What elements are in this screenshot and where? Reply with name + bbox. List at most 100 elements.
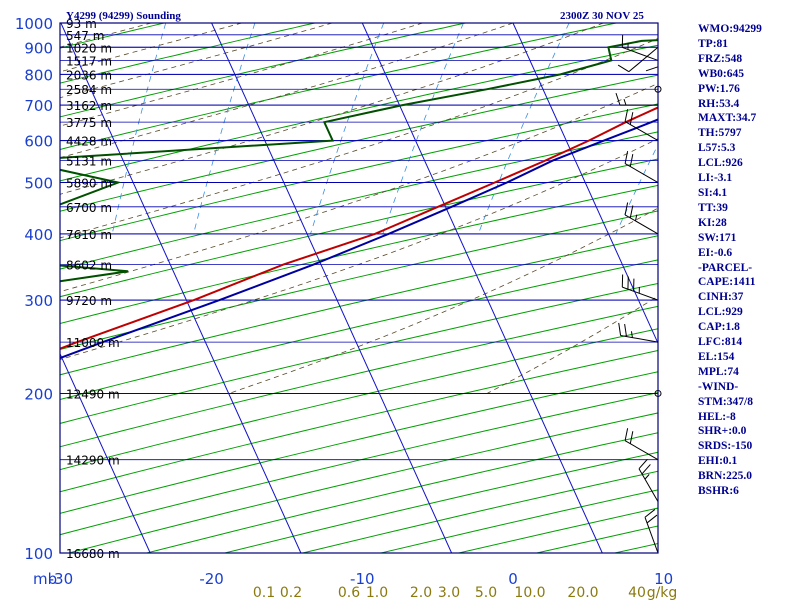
temperature-tick-label: 10 xyxy=(654,570,673,588)
wind-barb-half-feather xyxy=(644,474,650,480)
index-item: BRN:225.0 xyxy=(698,470,752,483)
height-label: 8602 m xyxy=(66,259,112,273)
index-item: TT:39 xyxy=(698,201,728,214)
index-item: SW:171 xyxy=(698,231,737,244)
wind-barb-feather xyxy=(629,205,634,219)
height-label: 3775 m xyxy=(66,116,112,130)
index-item: KI:28 xyxy=(698,216,727,229)
wind-barb-feather xyxy=(629,431,634,444)
wind-barb-half-feather xyxy=(634,214,638,222)
wind-barb-feather xyxy=(624,109,629,122)
temperature-profile xyxy=(60,106,658,350)
index-item: HEL:-8 xyxy=(698,410,736,423)
index-item: WMO:94299 xyxy=(698,23,762,35)
wind-barb-feather xyxy=(629,112,634,125)
plot-frame xyxy=(59,22,659,554)
dry-adiabat xyxy=(68,412,658,553)
temperature-tick-label: -30 xyxy=(49,570,74,588)
wind-barb-feather xyxy=(629,154,634,167)
temperature-tick-label: 0 xyxy=(508,570,518,588)
wind-barb-feather xyxy=(641,464,651,475)
index-item: MAXT:34.7 xyxy=(698,112,757,125)
mixing-ratio-label: 0.2 xyxy=(280,585,302,600)
wind-barb-staff xyxy=(624,121,659,142)
moist-adiabat xyxy=(60,23,242,73)
dry-adiabat xyxy=(60,44,658,182)
index-item: EL:154 xyxy=(698,350,735,363)
height-label: 547 m xyxy=(66,29,104,43)
mixing-ratio-label: 2.0 xyxy=(410,585,432,600)
wind-barb-staff xyxy=(622,46,659,61)
isobars xyxy=(60,22,658,554)
wind-barb-feather xyxy=(638,458,648,470)
mixing-ratio-line xyxy=(193,23,256,235)
mixing-ratio-label: g/kg xyxy=(647,585,678,600)
height-label: 16680 m xyxy=(66,547,120,561)
mixing-ratio-label: 10.0 xyxy=(514,585,545,600)
index-item: MPL:74 xyxy=(698,365,739,378)
index-item: STM:347/8 xyxy=(698,395,753,408)
mb-unit-label: mb xyxy=(33,570,57,588)
wind-barb-feather xyxy=(624,151,629,164)
index-item: WB0:645 xyxy=(698,67,744,80)
wind-barb-feather xyxy=(624,323,627,337)
index-item: EI:-0.6 xyxy=(698,246,733,259)
wind-barb-staff xyxy=(622,286,659,301)
wind-barb-staff xyxy=(628,46,659,73)
height-label: 6700 m xyxy=(66,201,112,215)
pressure-tick-label: 500 xyxy=(24,175,53,193)
index-item: -WIND- xyxy=(698,380,739,393)
height-label: 4428 m xyxy=(66,135,112,149)
pressure-tick-label: 200 xyxy=(24,385,53,403)
mixing-ratio-label: 20.0 xyxy=(567,585,598,600)
index-item: PW:1.76 xyxy=(698,82,740,95)
pressure-tick-label: 100 xyxy=(24,545,53,563)
wind-barb-staff xyxy=(624,163,659,183)
index-item: BSHR:6 xyxy=(698,485,739,498)
height-label: 14290 m xyxy=(66,454,120,468)
wind-barb-feather xyxy=(646,514,658,524)
index-item: LFC:814 xyxy=(698,336,743,349)
dewpoint-profile xyxy=(60,39,658,283)
wind-barb-feather xyxy=(618,322,622,336)
height-label: 5890 m xyxy=(66,177,112,191)
wind-barb-staff xyxy=(638,468,659,502)
index-item: SHR+:0.0 xyxy=(698,425,747,438)
index-item: FRZ:548 xyxy=(698,52,743,65)
height-label: 93 m xyxy=(66,17,97,31)
station-title: Y4299 (94299) Sounding xyxy=(66,10,181,22)
index-item: CAP:1.8 xyxy=(698,321,740,334)
wind-barb-feather xyxy=(644,509,656,518)
index-item: EHI:0.1 xyxy=(698,455,738,468)
index-item: -PARCEL- xyxy=(698,261,753,274)
wind-barb-staff xyxy=(624,440,659,461)
parcel-profile xyxy=(60,118,658,360)
wind-barb-staff xyxy=(644,517,659,554)
isotherms xyxy=(60,23,658,553)
isotherm-line xyxy=(361,23,603,553)
isotherm-line xyxy=(512,23,658,345)
wind-barb-feather xyxy=(645,66,659,72)
index-item: LCL:926 xyxy=(698,157,743,170)
pressure-tick-label: 400 xyxy=(24,226,53,244)
mixing-ratio-label: 40 xyxy=(628,585,646,600)
pressure-tick-label: 800 xyxy=(24,66,53,84)
wind-barb-staff xyxy=(624,214,659,235)
isotherm-line xyxy=(60,23,302,553)
height-label: 9720 m xyxy=(66,294,112,308)
isotherm-line xyxy=(211,23,453,553)
index-item: CINH:37 xyxy=(698,291,744,304)
sounding-profiles xyxy=(60,39,658,360)
wind-barb-half-feather xyxy=(623,98,627,106)
height-label: 2036 m xyxy=(66,68,112,82)
mixing-ratio-line xyxy=(111,23,167,234)
pressure-tick-label: 1000 xyxy=(15,15,53,33)
mixing-ratio-label: 0.1 xyxy=(253,585,275,600)
mixing-ratio-line xyxy=(477,23,570,235)
pressure-tick-label: 600 xyxy=(24,133,53,151)
moist-adiabat xyxy=(228,207,658,394)
height-label: 7610 m xyxy=(66,228,112,242)
index-item: LI:-3.1 xyxy=(698,172,733,185)
